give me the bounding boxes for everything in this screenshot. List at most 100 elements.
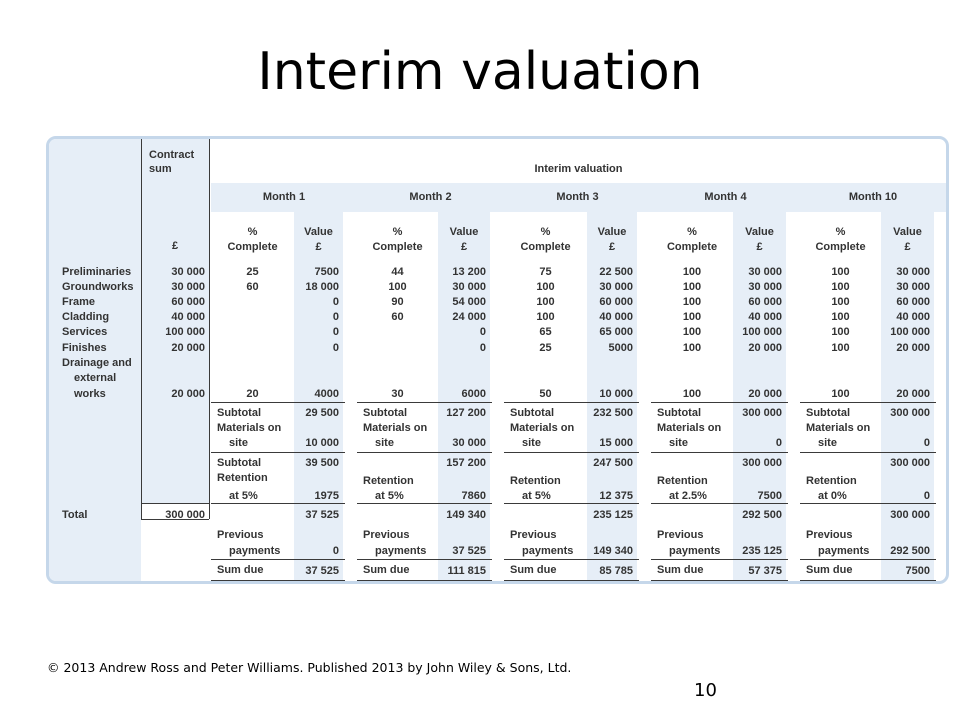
retention-rate-2: at 5% <box>522 490 551 502</box>
item-value-2-4: 60 000 <box>896 296 930 308</box>
item-pct-2-1: 90 <box>391 296 404 308</box>
sum-due-value-3: 57 375 <box>748 565 782 577</box>
materials-label-2: Materials on <box>510 422 575 434</box>
item-pct-1-3: 100 <box>682 281 702 293</box>
pct-header-2: % <box>392 226 403 238</box>
item-value-4-3: 100 000 <box>742 326 782 338</box>
item-pct-1-0: 60 <box>246 281 259 293</box>
value-header-currency-4: £ <box>756 241 763 253</box>
previous-value-2: 149 340 <box>593 545 633 557</box>
subtotal2-value-4: 300 000 <box>890 457 930 469</box>
month-header-1: Month 1 <box>262 191 306 203</box>
value-header-5: Value <box>893 226 922 238</box>
item-pct-5-3: 100 <box>682 342 702 354</box>
item-pct-3-2: 100 <box>536 311 555 323</box>
value-header-currency-1: £ <box>315 241 322 253</box>
value-header-4: Value <box>745 226 774 238</box>
materials-label-4: Materials on <box>806 422 871 434</box>
item-label-1: Groundworks <box>62 281 134 293</box>
item-pct-2-4: 100 <box>831 296 850 308</box>
month-header-5: Month 10 <box>848 191 898 203</box>
item-label-0: Preliminaries <box>62 266 132 278</box>
valuation-table-frame: Contract sum Interim valuation Month 1 Month… <box>46 136 949 584</box>
summary-rule-5-4 <box>800 559 936 560</box>
sum-due-value-0: 37 525 <box>305 565 339 577</box>
value-header-currency-2: £ <box>460 241 468 253</box>
drainage-label-3: works <box>74 388 106 400</box>
item-value-5-4: 20 000 <box>896 342 930 354</box>
item-pct-1-4: 100 <box>831 281 850 293</box>
item-value-1-4: 30 000 <box>896 281 930 293</box>
drainage-pct-4: 100 <box>831 388 850 400</box>
drainage-pct-3: 100 <box>682 388 702 400</box>
summary-rule-1-4 <box>211 559 345 560</box>
value-header-currency-3: £ <box>608 241 616 253</box>
item-value-4-1: 0 <box>479 326 486 338</box>
month-header-2: Month 2 <box>409 191 452 203</box>
summary-rule-2-2 <box>357 452 492 453</box>
total-label: Total <box>62 509 88 521</box>
item-label-2: Frame <box>62 296 96 308</box>
sum-due-label-0: Sum due <box>217 564 264 576</box>
item-pct-0-1: 44 <box>391 266 404 278</box>
item-pct-3-4: 100 <box>831 311 850 323</box>
total-sum: 300 000 <box>165 509 205 521</box>
retention-rate-4: at 0% <box>818 490 847 502</box>
retention-rate-3: at 2.5% <box>669 490 707 502</box>
materials-value-0: 10 000 <box>305 437 339 449</box>
item-value-1-0: 18 000 <box>305 281 339 293</box>
pct-header-complete-1: Complete <box>227 241 278 253</box>
summary-rule-3-2 <box>504 452 639 453</box>
item-value-3-2: 40 000 <box>599 311 633 323</box>
drainage-sum: 20 000 <box>171 388 205 400</box>
value-header-1: Value <box>304 226 333 238</box>
item-value-5-2: 5000 <box>608 342 633 354</box>
subtotal1-value-4: 300 000 <box>890 407 930 419</box>
summary-rule-5-2 <box>800 452 936 453</box>
retention-value-2: 12 375 <box>599 490 633 502</box>
materials-value-3: 0 <box>775 437 782 449</box>
retention-label-1: Retention <box>363 475 414 487</box>
previous-payments-label-3: payments <box>669 545 721 557</box>
materials-label-0: Materials on <box>217 422 282 434</box>
materials-site-label-3: site <box>669 437 688 449</box>
summary-rule-2-1 <box>357 402 492 403</box>
summary-rule-5-5 <box>800 580 936 581</box>
pct-header-1: % <box>247 226 258 238</box>
summary-rule-3-1 <box>504 402 639 403</box>
item-value-0-2: 22 500 <box>599 266 633 278</box>
sum-due-label-3: Sum due <box>657 564 704 576</box>
item-pct-5-4: 100 <box>831 342 850 354</box>
item-value-3-1: 24 000 <box>452 311 486 323</box>
item-pct-0-0: 25 <box>246 266 259 278</box>
item-pct-2-3: 100 <box>682 296 702 308</box>
drainage-value-3: 20 000 <box>748 388 782 400</box>
summary-rule-1-2 <box>211 452 345 453</box>
retention-rate-1: at 5% <box>375 490 404 502</box>
retention-value-4: 0 <box>923 490 930 502</box>
materials-value-2: 15 000 <box>599 437 633 449</box>
pct-header-complete-3: Complete <box>520 241 571 253</box>
previous-label-3: Previous <box>657 529 704 541</box>
pct-header-complete-4: Complete <box>666 241 718 253</box>
summary-rule-4-1 <box>651 402 788 403</box>
summary-rule-2-3 <box>357 503 492 504</box>
previous-payments-label-2: payments <box>522 545 574 557</box>
contract-sum-column-bg <box>141 139 209 503</box>
pct-header-5: % <box>835 226 846 238</box>
previous-label-2: Previous <box>510 529 557 541</box>
materials-site-label-0: site <box>229 437 248 449</box>
item-sum-3: 40 000 <box>171 311 205 323</box>
sum-due-value-4: 7500 <box>905 565 930 577</box>
value-column-bg-5 <box>881 212 934 581</box>
item-value-5-0: 0 <box>332 342 339 354</box>
subtotal1-value-3: 300 000 <box>742 407 782 419</box>
net-value-2: 235 125 <box>593 509 633 521</box>
item-pct-3-1: 60 <box>391 311 404 323</box>
summary-rule-4-2 <box>651 452 788 453</box>
total-bottom-rule <box>141 519 209 520</box>
previous-label-4: Previous <box>806 529 853 541</box>
item-label-3: Cladding <box>62 311 110 323</box>
sum-due-value-1: 111 815 <box>447 565 486 577</box>
subtotal-label-0: Subtotal <box>217 407 261 419</box>
